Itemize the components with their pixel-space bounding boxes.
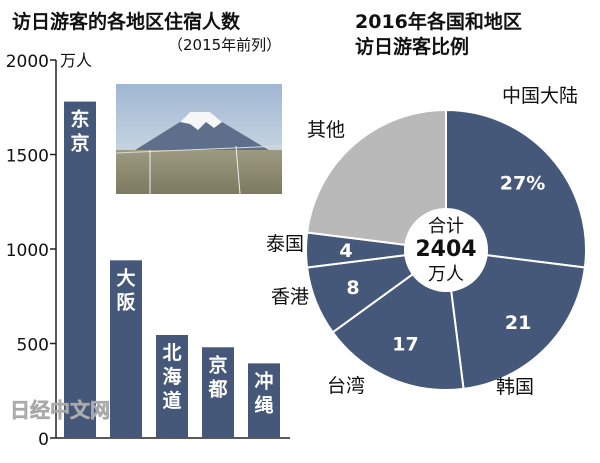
pie-value-label: 8 <box>346 277 359 299</box>
bar-2 <box>110 260 142 438</box>
y-axis-unit-label: 万人 <box>60 51 92 70</box>
y-tick-label: 500 <box>17 336 49 356</box>
pie-value-label: 4 <box>339 240 352 262</box>
pie-value-label: 21 <box>505 312 531 334</box>
watermark-text: 日经中文网 <box>10 398 110 422</box>
bar-label-1: 东 <box>70 108 89 131</box>
bar-label-2: 大 <box>116 266 135 289</box>
y-tick-label: 1500 <box>6 147 49 167</box>
pie-slice-6 <box>305 108 447 252</box>
pie-center-unit: 万人 <box>428 264 464 285</box>
bar-4 <box>202 347 234 438</box>
pie-category-label: 其他 <box>307 119 345 141</box>
bar-1 <box>64 101 96 438</box>
pie-category-label: 韩国 <box>496 376 534 398</box>
pie-category-label: 香港 <box>271 286 309 308</box>
pie-center-value: 2404 <box>415 237 476 262</box>
y-axis-ticks: 0 500 1000 1500 2000 <box>6 52 56 450</box>
y-tick-label: 1000 <box>6 241 49 261</box>
pie-category-label: 泰国 <box>266 233 304 255</box>
pie-chart-title-line1: 2016年各国和地区 <box>355 10 522 33</box>
pie-value-label: 17 <box>392 334 418 356</box>
bar-chart-title: 访日游客的各地区住宿人数 <box>12 10 241 33</box>
pie-category-label: 台湾 <box>327 375 365 397</box>
bar-label-5: 冲 <box>254 369 273 392</box>
bar-label-3: 海 <box>162 365 181 388</box>
bar-5 <box>248 363 280 438</box>
pie-center-hole <box>404 208 488 292</box>
bar-chart-subtitle: （2015年前列） <box>168 36 281 54</box>
bar-label-1: 京 <box>70 132 89 155</box>
y-tick-label: 0 <box>38 430 49 450</box>
y-tick-label: 2000 <box>6 52 49 72</box>
bar-label-3: 北 <box>162 342 181 364</box>
pie-slice-2 <box>444 248 587 391</box>
mount-fuji-picture <box>115 84 283 195</box>
bar-label-4: 都 <box>207 378 227 400</box>
bar-3 <box>156 334 188 438</box>
pie-series: 27% 中国大陆 21 韩国 17 台湾 8 香港 4 泰国 其他 <box>266 85 587 398</box>
bar-label-4: 京 <box>208 353 227 376</box>
bar-label-5: 绳 <box>254 393 273 416</box>
bar-label-3: 道 <box>162 389 181 412</box>
pie-value-label: 27% <box>500 173 545 195</box>
bar-label-2: 阪 <box>116 290 136 313</box>
pie-center-label: 合计 <box>428 216 464 237</box>
pie-chart-title-line2: 访日游客比例 <box>355 35 469 58</box>
pie-category-label: 中国大陆 <box>502 85 578 107</box>
